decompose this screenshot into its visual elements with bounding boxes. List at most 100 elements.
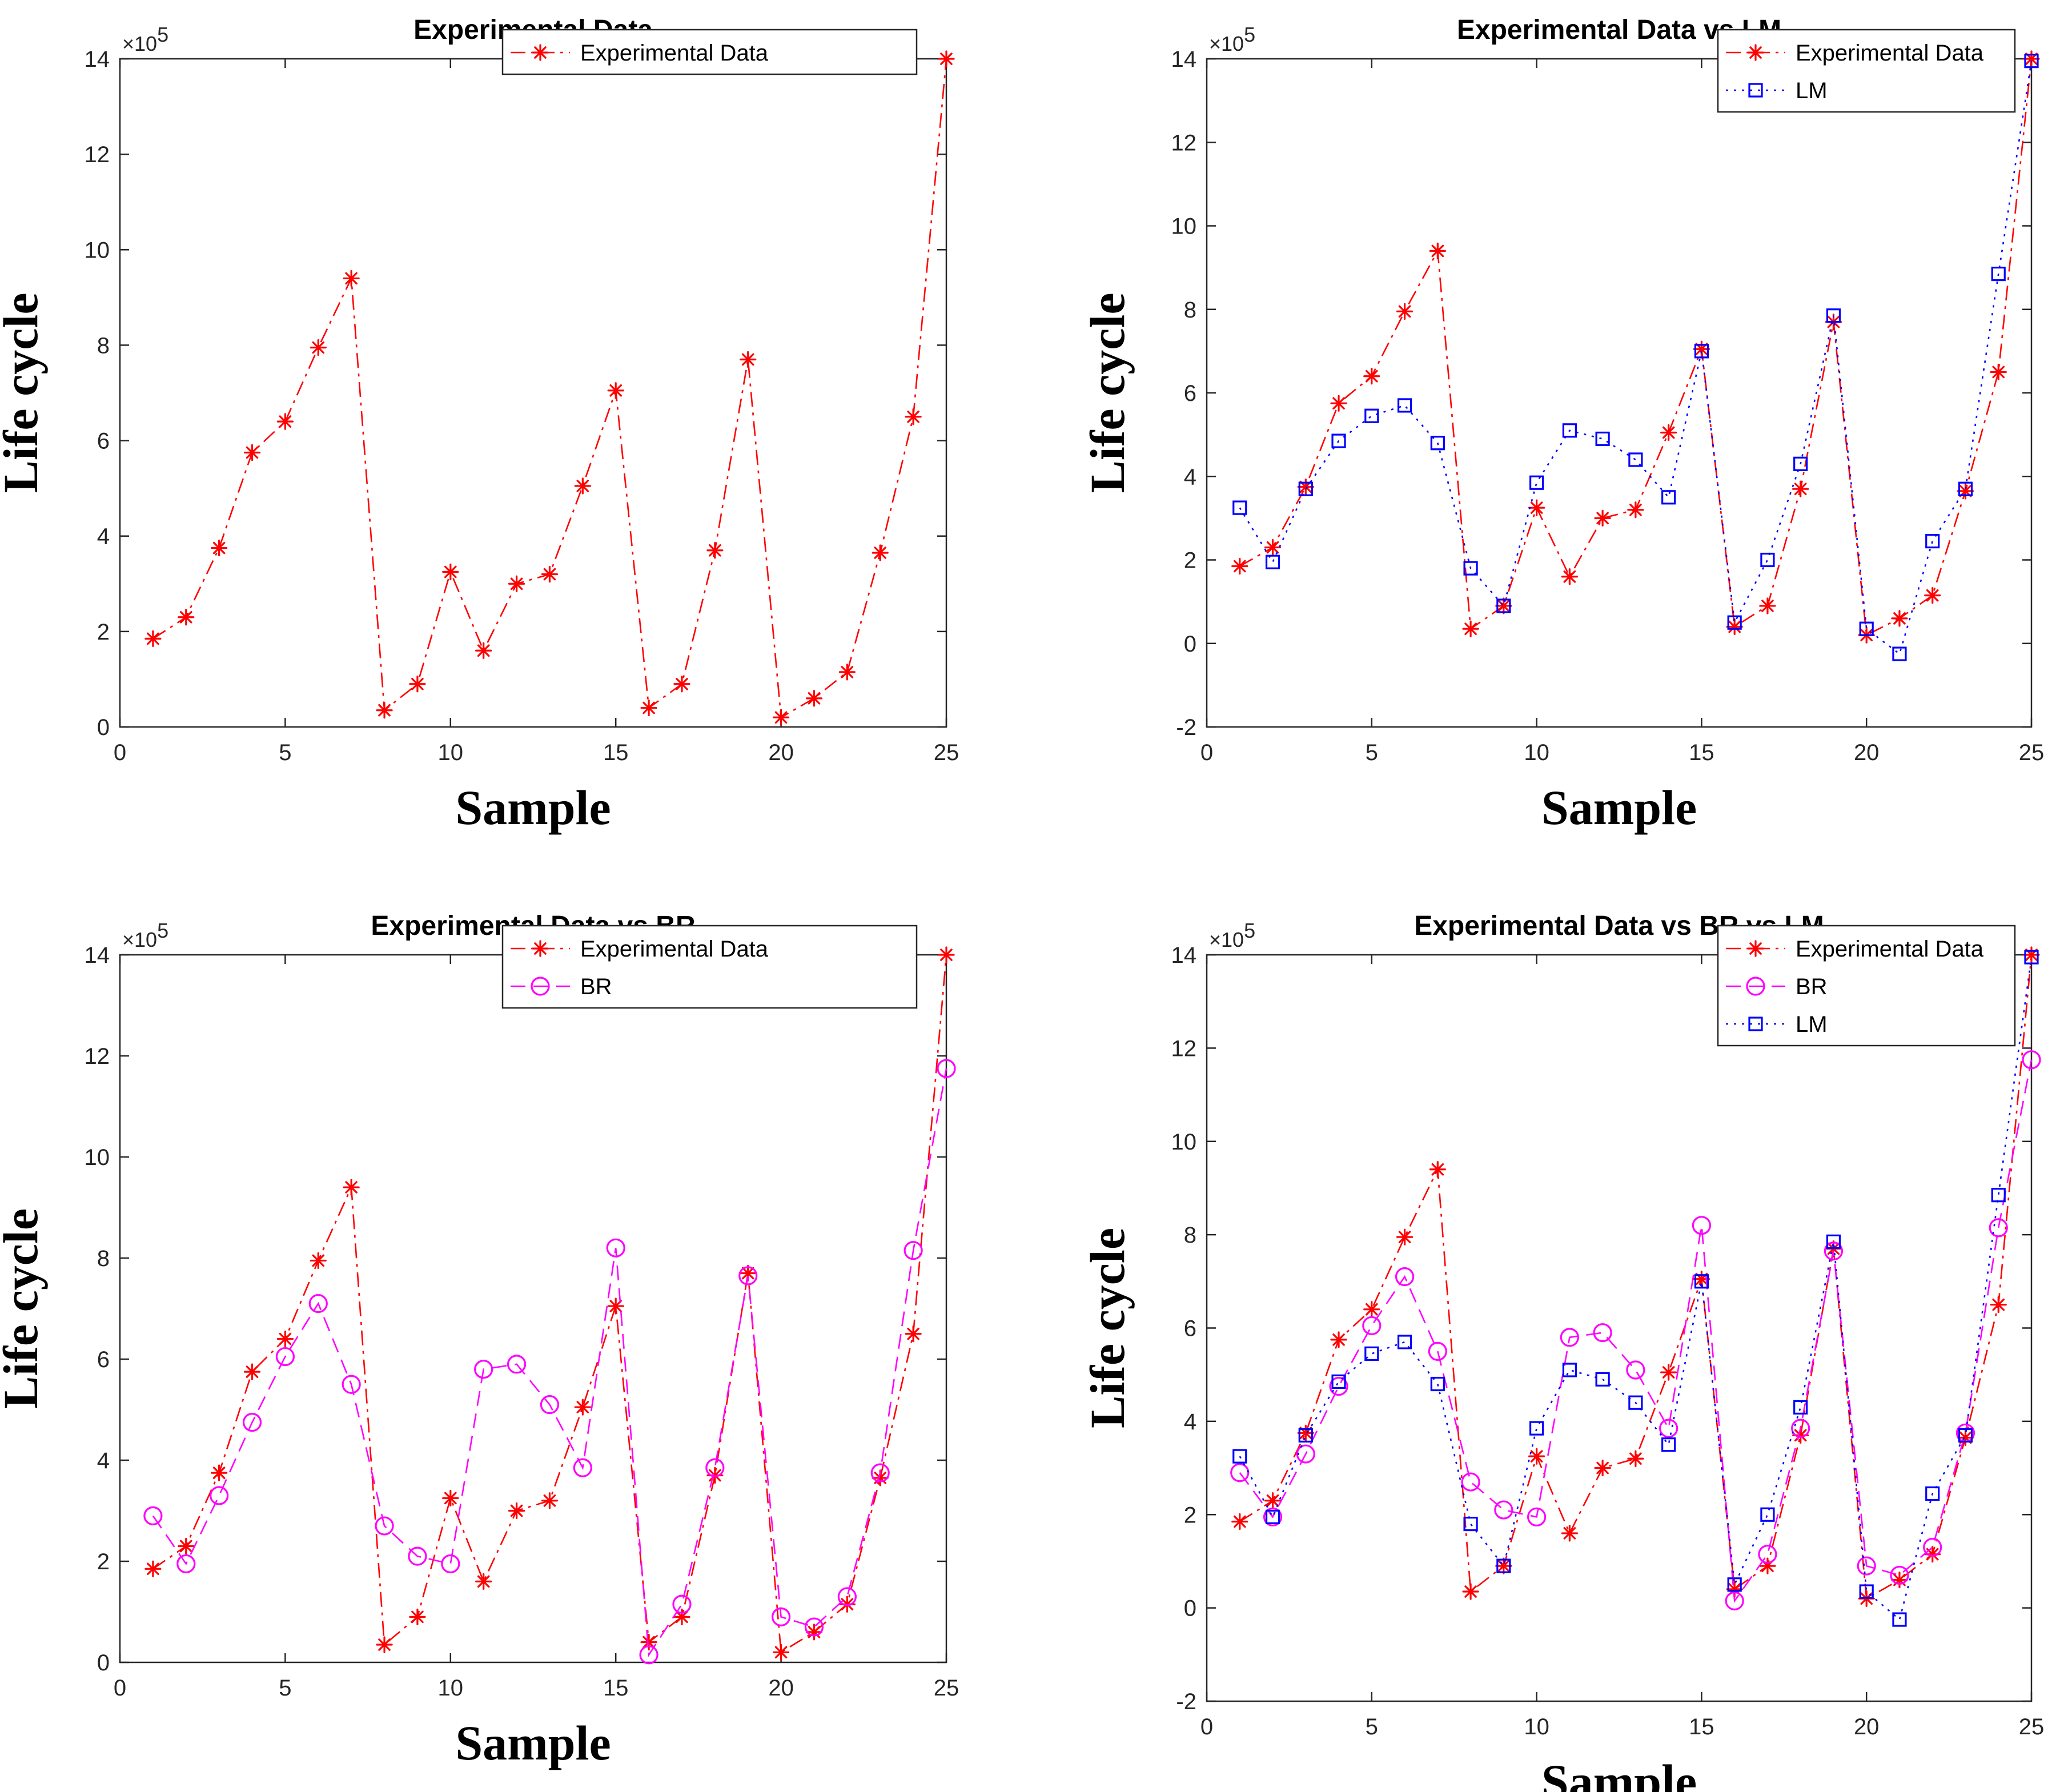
x-tick-label: 15 <box>603 740 629 765</box>
y-axis-label: Life cycle <box>1080 293 1135 493</box>
data-point-br <box>672 1594 692 1614</box>
data-point-br <box>1395 1267 1415 1287</box>
data-point-lm <box>1661 490 1676 505</box>
legend: Experimental Data LM <box>1717 29 2016 113</box>
y-axis-label: Life cycle <box>1080 1228 1135 1428</box>
legend-item-experimental-data: Experimental Data <box>511 41 769 66</box>
data-point-br <box>573 1458 592 1477</box>
x-tick-label: 10 <box>438 740 464 765</box>
legend-marker <box>1748 1016 1763 1031</box>
data-point-lm <box>1628 1395 1643 1410</box>
y-tick-label: 4 <box>97 1448 110 1473</box>
y-tick-label: 6 <box>1184 1316 1196 1341</box>
data-point-br <box>2022 1050 2041 1070</box>
y-tick-label: 0 <box>97 715 110 740</box>
data-point-br <box>1362 1316 1382 1336</box>
y-exponent-label: ×105 <box>122 23 168 55</box>
y-tick-label: 14 <box>1171 47 1197 72</box>
y-tick-label: 10 <box>85 1145 110 1170</box>
chart-panel-experimental-data: 0 5 10 15 20 25 0 2 4 6 8 10 12 14 ×105 Experimental Da… <box>0 0 1030 896</box>
data-point-experimental-data <box>1528 1448 1545 1465</box>
data-point-br <box>937 1059 956 1078</box>
data-point-br <box>242 1413 262 1432</box>
data-point-br <box>275 1347 295 1367</box>
y-tick-label: 14 <box>85 47 110 72</box>
data-point-experimental-data <box>1594 509 1611 527</box>
chart-experimental-data: 0 5 10 15 20 25 0 2 4 6 8 10 12 14 ×105 Experimental Da… <box>0 15 959 835</box>
data-point-br <box>375 1516 394 1536</box>
data-point-br <box>1329 1377 1348 1396</box>
data-point-lm <box>1331 1374 1346 1389</box>
legend-item-lm: LM <box>1726 78 1828 103</box>
data-point-experimental-data <box>1660 424 1677 441</box>
data-point-experimental-data <box>805 690 823 707</box>
y-axis-label: Life cycle <box>0 1208 48 1409</box>
x-tick-label: 25 <box>2019 740 2045 765</box>
y-tick-label: 4 <box>1184 464 1196 489</box>
data-point-lm <box>1694 344 1709 359</box>
data-point-br <box>1923 1537 1942 1557</box>
legend-marker <box>532 940 549 957</box>
legend: Experimental Data BR <box>501 925 918 1009</box>
y-tick-label: 12 <box>1171 1036 1197 1061</box>
y-tick-label: 10 <box>85 238 110 263</box>
x-tick-label: 5 <box>1366 740 1378 765</box>
series-experimental-data <box>144 50 955 726</box>
data-point-experimental-data <box>607 1297 624 1315</box>
data-point-br <box>1428 1341 1447 1361</box>
data-point-experimental-data <box>1396 1228 1414 1245</box>
x-axis-label: Sample <box>455 1715 611 1770</box>
data-point-experimental-data <box>1462 620 1479 637</box>
y-tick-label: 6 <box>97 1347 110 1372</box>
series-lm <box>1232 950 2039 1627</box>
x-tick-label: 0 <box>114 740 126 765</box>
data-point-experimental-data <box>1231 557 1248 575</box>
legend-marker <box>1747 44 1764 61</box>
data-point-br <box>1296 1444 1315 1464</box>
data-point-experimental-data <box>1396 303 1414 320</box>
data-point-experimental-data <box>442 1489 459 1506</box>
data-point-experimental-data <box>1627 501 1644 519</box>
data-point-experimental-data <box>2023 50 2040 67</box>
data-point-lm <box>1265 1509 1280 1524</box>
legend-label: Experimental Data <box>1796 937 1984 962</box>
data-point-br <box>308 1294 328 1313</box>
data-point-br <box>1659 1419 1678 1438</box>
y-tick-label: 4 <box>97 524 110 549</box>
data-point-lm <box>1463 1516 1478 1532</box>
data-point-br <box>771 1607 791 1626</box>
data-point-lm <box>1331 433 1346 448</box>
legend-label: Experimental Data <box>580 41 769 66</box>
data-point-experimental-data <box>508 1502 525 1520</box>
legend-item-experimental-data: Experimental Data <box>1726 937 1984 962</box>
x-tick-label: 15 <box>1689 740 1714 765</box>
data-point-lm <box>1496 598 1511 613</box>
plot-area <box>1206 954 2033 1702</box>
x-tick-label: 25 <box>934 1676 959 1701</box>
x-axis-label: Sample <box>1541 780 1697 835</box>
series-br <box>143 1059 956 1665</box>
data-point-experimental-data <box>1429 242 1446 259</box>
data-point-lm <box>1628 452 1643 467</box>
data-point-br <box>507 1355 527 1374</box>
x-tick-label: 20 <box>768 740 794 765</box>
data-point-experimental-data <box>343 1179 360 1196</box>
data-point-br <box>1725 1591 1744 1610</box>
x-tick-label: 5 <box>279 740 291 765</box>
chart-experimental-vs-br: 0 5 10 15 20 25 0 2 4 6 8 10 12 14 ×105 Experimental Da… <box>0 911 959 1770</box>
data-point-lm <box>1826 308 1841 323</box>
data-point-br <box>1461 1472 1480 1492</box>
data-point-experimental-data <box>1594 1459 1611 1477</box>
data-point-experimental-data <box>508 575 525 592</box>
x-tick-label: 15 <box>1689 1714 1714 1739</box>
x-axis-label: Sample <box>455 780 611 835</box>
data-point-experimental-data <box>938 50 955 67</box>
data-point-experimental-data <box>805 1624 823 1641</box>
series-experimental-data <box>1231 50 2040 644</box>
x-tick-label: 25 <box>934 740 959 765</box>
x-tick-label: 0 <box>1200 740 1213 765</box>
data-point-lm <box>1364 1346 1379 1361</box>
data-point-lm <box>1529 475 1544 490</box>
plot-area <box>1206 58 2033 728</box>
